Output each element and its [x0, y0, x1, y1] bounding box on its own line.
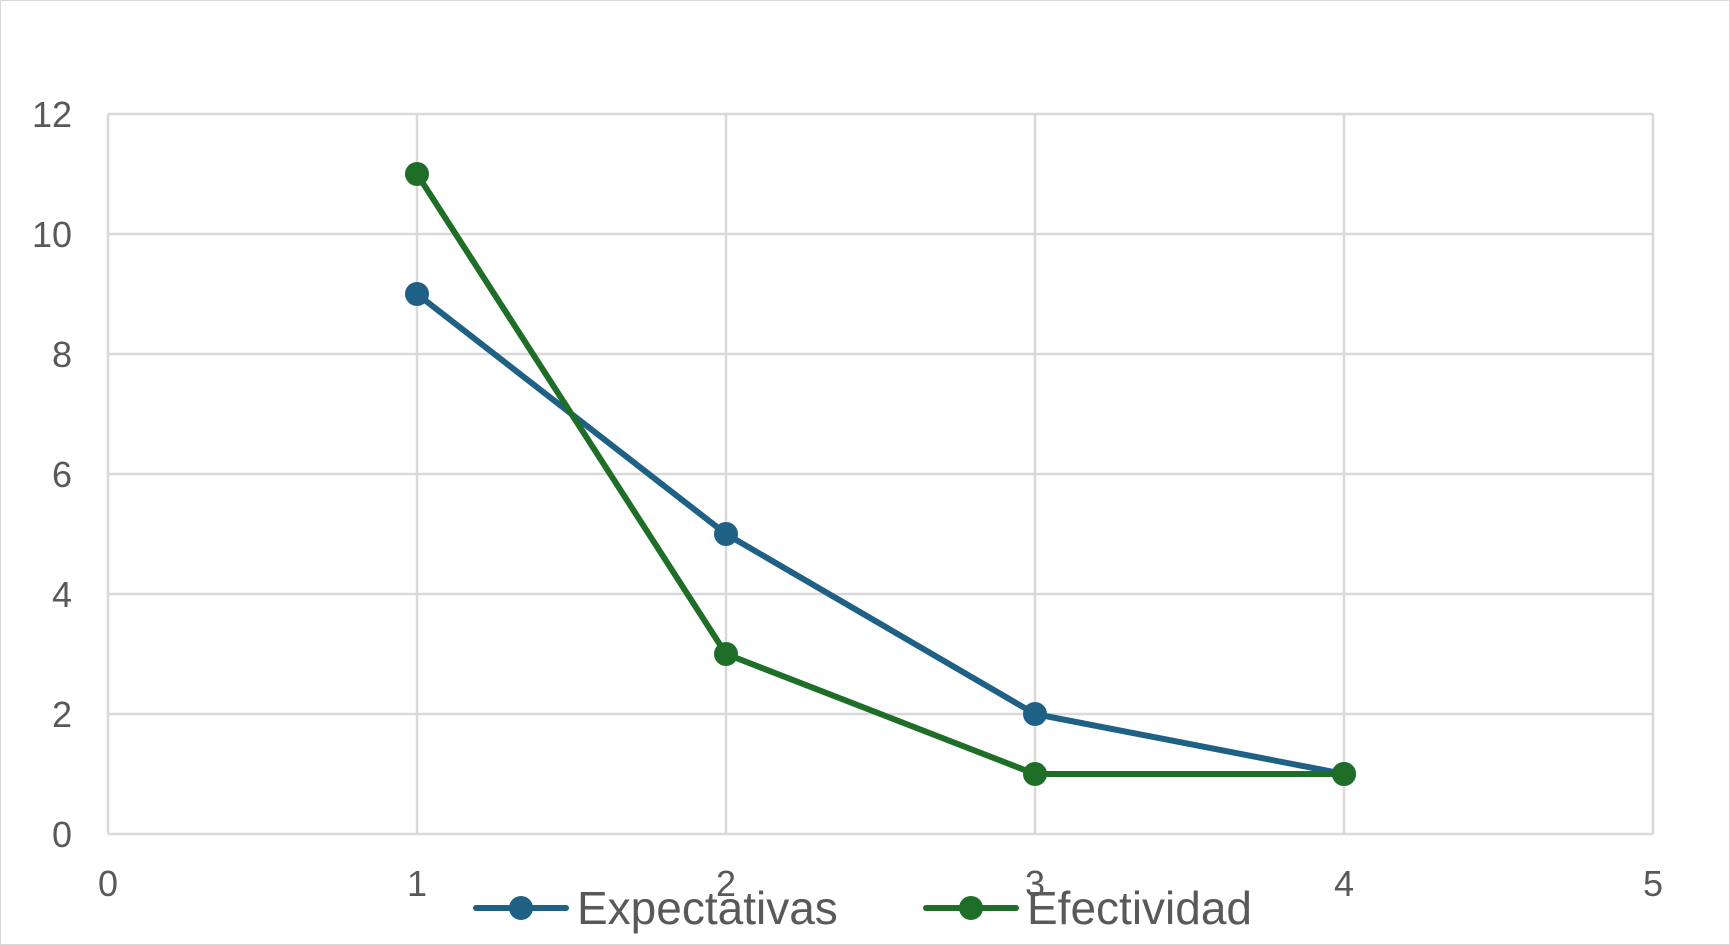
legend-label: Expectativas [577, 882, 838, 934]
data-point [405, 282, 429, 306]
data-point [405, 162, 429, 186]
data-point [714, 642, 738, 666]
y-tick-label: 10 [32, 214, 72, 255]
legend-item-expectativas: Expectativas [473, 882, 838, 934]
x-tick-label: 2 [716, 863, 736, 904]
y-tick-label: 0 [52, 814, 72, 855]
data-point [1023, 762, 1047, 786]
x-tick-label: 0 [98, 863, 118, 904]
y-tick-label: 4 [52, 574, 72, 615]
x-tick-label: 1 [407, 863, 427, 904]
legend-item-efectividad: Efectividad [923, 882, 1252, 934]
y-tick-label: 6 [52, 454, 72, 495]
legend: Expectativas Efectividad [473, 882, 1252, 934]
x-tick-label: 5 [1643, 863, 1663, 904]
series-layer [405, 162, 1356, 786]
y-tick-label: 12 [32, 94, 72, 135]
series-efectividad [405, 162, 1356, 786]
grid-layer [106, 112, 1655, 836]
y-tick-label: 8 [52, 334, 72, 375]
data-point [1332, 762, 1356, 786]
legend-label: Efectividad [1027, 882, 1252, 934]
legend-marker [509, 896, 533, 920]
series-line [414, 291, 1347, 777]
series-line [414, 171, 1347, 777]
x-tick-label: 3 [1025, 863, 1045, 904]
legend-marker [959, 896, 983, 920]
y-tick-label: 2 [52, 694, 72, 735]
data-point [714, 522, 738, 546]
series-expectativas [405, 282, 1356, 786]
x-tick-label: 4 [1334, 863, 1354, 904]
data-point [1023, 702, 1047, 726]
